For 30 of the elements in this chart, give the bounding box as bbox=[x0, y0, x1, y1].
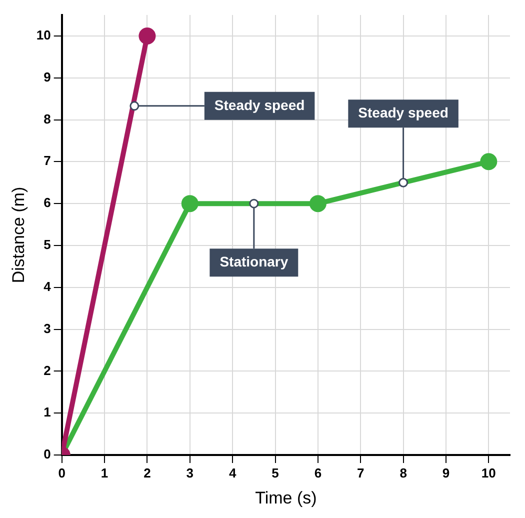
y-tick-label: 5 bbox=[44, 237, 51, 252]
y-tick-label: 10 bbox=[36, 28, 51, 43]
y-tick-label: 6 bbox=[44, 195, 51, 210]
y-tick-label: 1 bbox=[44, 404, 51, 420]
x-tick-label: 7 bbox=[357, 465, 364, 480]
y-tick-label: 7 bbox=[44, 153, 51, 168]
y-tick-label: 2 bbox=[44, 362, 51, 378]
x-tick-label: 10 bbox=[481, 465, 496, 480]
annotation: Steady speed bbox=[358, 104, 448, 120]
x-tick-label: 9 bbox=[442, 465, 450, 480]
annotation: Stationary bbox=[220, 253, 288, 270]
x-tick-label: 6 bbox=[314, 465, 322, 480]
x-tick-label: 8 bbox=[400, 465, 407, 480]
x-tick-label: 5 bbox=[272, 465, 279, 480]
point bbox=[480, 153, 498, 170]
y-tick-label: 9 bbox=[44, 69, 51, 84]
x-tick-label: 4 bbox=[228, 465, 237, 480]
point bbox=[309, 195, 326, 212]
x-tick-label: 3 bbox=[186, 465, 194, 480]
y-tick-label: 4 bbox=[44, 278, 52, 294]
annotation: Steady speed bbox=[214, 96, 305, 113]
y-axis-title: Distance (m) bbox=[8, 186, 28, 284]
x-tick-label: 1 bbox=[100, 465, 108, 480]
y-tick-label: 0 bbox=[44, 446, 51, 462]
x-axis-title: Time (s) bbox=[255, 488, 317, 508]
y-tick-label: 3 bbox=[44, 320, 51, 336]
point bbox=[181, 195, 198, 212]
x-tick-label: 0 bbox=[58, 465, 66, 480]
y-tick-label: 8 bbox=[44, 111, 51, 126]
x-tick-label: 2 bbox=[144, 465, 151, 480]
